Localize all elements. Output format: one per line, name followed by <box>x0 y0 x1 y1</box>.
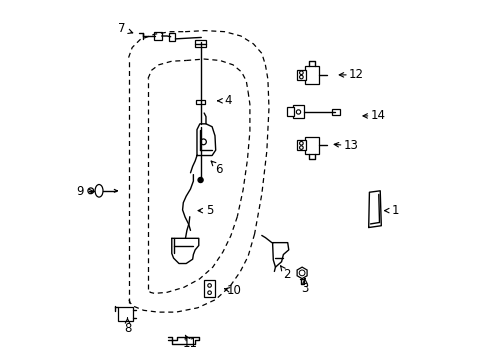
Bar <box>292 105 303 118</box>
Text: 12: 12 <box>348 68 363 81</box>
Bar <box>168 33 175 41</box>
Text: 10: 10 <box>226 284 242 297</box>
Text: 5: 5 <box>206 204 214 217</box>
Circle shape <box>198 177 203 183</box>
Text: 4: 4 <box>224 94 232 107</box>
FancyArrowPatch shape <box>114 189 117 192</box>
Bar <box>204 280 215 297</box>
Circle shape <box>88 188 94 194</box>
Text: 8: 8 <box>123 322 131 335</box>
Bar <box>331 109 339 115</box>
Circle shape <box>296 110 300 114</box>
Bar <box>305 66 318 84</box>
Bar <box>194 40 206 47</box>
Text: 6: 6 <box>215 163 223 176</box>
Text: 7: 7 <box>118 22 125 35</box>
Bar <box>118 307 133 321</box>
Text: 13: 13 <box>343 139 357 152</box>
Text: 9: 9 <box>76 185 83 198</box>
Bar <box>196 100 205 104</box>
Text: 11: 11 <box>183 337 198 350</box>
Ellipse shape <box>95 184 103 197</box>
Bar <box>305 137 318 154</box>
Text: 3: 3 <box>301 282 308 295</box>
Bar <box>153 32 162 40</box>
Text: 14: 14 <box>369 109 385 122</box>
Text: 1: 1 <box>391 204 399 217</box>
Bar <box>296 70 305 80</box>
Text: 2: 2 <box>283 268 290 281</box>
Bar <box>286 107 293 116</box>
Bar <box>296 140 305 150</box>
